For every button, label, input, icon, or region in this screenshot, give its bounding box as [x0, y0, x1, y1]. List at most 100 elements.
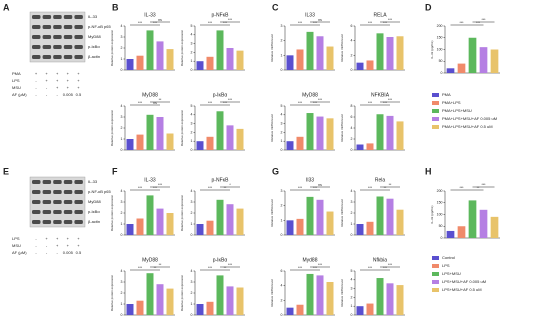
- blot-band: [32, 15, 41, 19]
- row-cell: +: [77, 236, 80, 241]
- legend-swatch: [432, 93, 439, 97]
- blot-band: [32, 220, 41, 224]
- y-tick-label: 4: [121, 24, 123, 28]
- bar: [446, 68, 455, 73]
- band-label: β-actin: [88, 219, 100, 224]
- bar: [366, 221, 374, 235]
- bar: [136, 134, 144, 150]
- y-tick-label: 50: [439, 224, 443, 228]
- bar: [126, 59, 134, 70]
- blot-band: [74, 210, 83, 214]
- sig-label: ***: [208, 21, 213, 25]
- bar: [206, 220, 214, 235]
- bar: [376, 278, 384, 315]
- blot-band: [63, 15, 73, 19]
- y-tick-label: 4: [121, 189, 123, 193]
- y-axis-label: Relative protein expression: [110, 30, 114, 67]
- sig-label: ***: [383, 101, 388, 105]
- sig-label: ***: [153, 21, 158, 25]
- sig-label: ***: [318, 98, 323, 102]
- y-tick-label: 0: [281, 313, 283, 317]
- bar: [396, 285, 404, 315]
- y-tick-label: 2: [281, 130, 283, 134]
- bar: [236, 128, 244, 150]
- chart-title: p-IκBα: [213, 257, 228, 263]
- bar: [326, 282, 334, 315]
- y-tick-label: 200: [437, 189, 443, 193]
- chart-title: RELA: [373, 12, 387, 18]
- y-tick-label: 0: [191, 148, 193, 152]
- y-tick-label: 150: [437, 201, 443, 205]
- legend-label: Control: [442, 255, 455, 260]
- blot-band: [53, 55, 62, 59]
- bar: [457, 63, 466, 73]
- bar: [296, 218, 304, 235]
- bar: [226, 204, 234, 235]
- y-tick-label: 2: [121, 291, 123, 295]
- sig-label: ***: [368, 266, 373, 270]
- chart-title: IL-33: [144, 12, 156, 18]
- y-tick-label: 2: [121, 46, 123, 50]
- row-cell: 0.005: [63, 250, 74, 255]
- y-axis-label: Relative mRNA level: [340, 34, 344, 62]
- bar: [386, 198, 394, 235]
- y-tick-label: 2: [351, 53, 353, 57]
- blot-band: [42, 220, 52, 224]
- row-cell: -: [46, 250, 48, 255]
- y-tick-label: 3: [191, 280, 193, 284]
- bar: [226, 125, 234, 150]
- blot-band: [63, 190, 73, 194]
- bar: [316, 36, 324, 70]
- y-axis-label: Relative mRNA level: [270, 199, 274, 227]
- y-tick-label: 2: [351, 137, 353, 141]
- row-cell: 0.005: [63, 92, 74, 97]
- bar: [457, 226, 466, 238]
- row-cell: -: [57, 92, 59, 97]
- bar: [286, 220, 294, 235]
- y-tick-label: 0: [351, 313, 353, 317]
- band-label: p-NF-κB p65: [88, 24, 111, 29]
- y-tick-label: 3: [191, 42, 193, 46]
- bar: [226, 48, 234, 70]
- blot-band: [32, 200, 41, 204]
- sig-label: **: [389, 183, 392, 187]
- y-tick-label: 0: [441, 71, 443, 75]
- blot-band: [42, 25, 52, 29]
- bar: [236, 287, 244, 315]
- bar: [316, 116, 324, 150]
- legend-label: PMA+LPS+MSU+AF 0.5 uM: [442, 124, 493, 129]
- legend-label: PMA+LPS+MSU: [442, 108, 472, 113]
- y-tick-label: 200: [437, 24, 443, 28]
- bar: [226, 286, 234, 315]
- chart-title: Nfkbia: [373, 257, 387, 263]
- y-tick-label: 2: [281, 39, 283, 43]
- band-label: p-IκBα: [88, 209, 100, 214]
- panel-label: F: [112, 166, 118, 176]
- sig-label: **: [384, 186, 387, 190]
- chart-title: p-NFκB: [212, 12, 230, 18]
- y-tick-label: 0: [121, 68, 123, 72]
- y-tick-label: 2: [191, 291, 193, 295]
- row-cell: +: [35, 71, 38, 76]
- y-tick-label: 3: [121, 280, 123, 284]
- bar: [156, 41, 164, 70]
- legend-label: LPS+MSU+AF 0.005 uM: [442, 279, 486, 284]
- y-tick-label: 1: [281, 218, 283, 222]
- y-tick-label: 6: [351, 115, 353, 119]
- bar: [126, 139, 134, 150]
- bar: [196, 61, 204, 70]
- bar: [479, 47, 488, 73]
- y-tick-label: 100: [437, 47, 443, 51]
- bar: [376, 33, 384, 70]
- legend-label: PMA+LPS+MSU+AF 0.005 uM: [442, 116, 497, 121]
- sig-label: **: [477, 186, 480, 190]
- sig-label: ***: [368, 101, 373, 105]
- band-label: IL-33: [88, 14, 98, 19]
- chart-title: MyD88: [302, 92, 318, 98]
- blot-band: [74, 180, 83, 184]
- y-tick-label: 3: [351, 287, 353, 291]
- bar: [126, 304, 134, 315]
- y-tick-label: 2: [351, 211, 353, 215]
- y-tick-label: 0: [351, 233, 353, 237]
- sig-label: ns: [153, 101, 157, 105]
